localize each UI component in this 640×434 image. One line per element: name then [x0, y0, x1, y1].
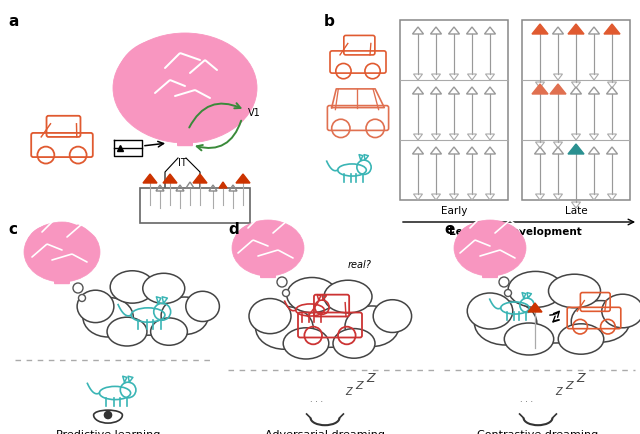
Text: b: b	[324, 14, 335, 29]
Circle shape	[79, 295, 86, 302]
Ellipse shape	[602, 294, 640, 328]
Ellipse shape	[186, 291, 220, 322]
Ellipse shape	[77, 290, 114, 322]
Ellipse shape	[145, 41, 225, 96]
Ellipse shape	[116, 39, 210, 121]
Ellipse shape	[232, 220, 304, 276]
Circle shape	[282, 289, 289, 296]
Ellipse shape	[558, 324, 604, 354]
Ellipse shape	[474, 301, 537, 345]
Ellipse shape	[248, 224, 288, 252]
Text: . . .: . . .	[520, 395, 534, 404]
Ellipse shape	[287, 277, 337, 312]
FancyBboxPatch shape	[260, 270, 276, 278]
Text: Z: Z	[355, 381, 363, 391]
Text: IT: IT	[178, 158, 186, 168]
Circle shape	[277, 277, 287, 287]
Ellipse shape	[41, 227, 83, 256]
Polygon shape	[528, 303, 542, 312]
Ellipse shape	[572, 301, 630, 342]
Circle shape	[104, 411, 111, 419]
Polygon shape	[550, 84, 566, 94]
Ellipse shape	[456, 223, 502, 265]
Text: Z: Z	[577, 372, 586, 385]
Text: a: a	[8, 14, 19, 29]
Text: V1: V1	[248, 108, 260, 118]
Text: Late: Late	[564, 206, 588, 216]
Circle shape	[499, 277, 509, 287]
Ellipse shape	[110, 271, 154, 303]
Ellipse shape	[113, 33, 257, 143]
Polygon shape	[604, 24, 620, 34]
Polygon shape	[163, 174, 177, 183]
Polygon shape	[568, 24, 584, 34]
Text: d: d	[228, 222, 239, 237]
Bar	[400, 20, 508, 200]
Ellipse shape	[479, 225, 522, 265]
Polygon shape	[532, 24, 548, 34]
Ellipse shape	[143, 273, 185, 303]
Text: Z: Z	[565, 381, 573, 391]
Ellipse shape	[107, 317, 147, 346]
Bar	[140, 188, 250, 223]
Ellipse shape	[83, 297, 133, 337]
Text: Predictive learning: Predictive learning	[56, 430, 160, 434]
Bar	[522, 20, 630, 200]
Polygon shape	[568, 144, 584, 154]
Ellipse shape	[454, 220, 526, 276]
Ellipse shape	[162, 43, 248, 122]
Ellipse shape	[513, 287, 597, 343]
Ellipse shape	[345, 306, 399, 346]
Circle shape	[73, 283, 83, 293]
Ellipse shape	[234, 223, 280, 265]
FancyBboxPatch shape	[482, 270, 498, 278]
Polygon shape	[532, 84, 548, 94]
Text: e: e	[444, 222, 454, 237]
Polygon shape	[193, 174, 207, 183]
Text: Z: Z	[556, 387, 563, 397]
Text: Learning development: Learning development	[449, 227, 581, 237]
Text: Z: Z	[367, 372, 375, 385]
Text: . . .: . . .	[310, 395, 324, 404]
Polygon shape	[236, 174, 250, 183]
Text: Z: Z	[346, 387, 352, 397]
Ellipse shape	[114, 285, 182, 335]
Text: c: c	[8, 222, 17, 237]
Text: Adversarial dreaming: Adversarial dreaming	[265, 430, 385, 434]
Ellipse shape	[24, 222, 100, 282]
FancyBboxPatch shape	[177, 132, 193, 146]
Ellipse shape	[257, 225, 300, 265]
Ellipse shape	[548, 274, 600, 308]
Ellipse shape	[150, 318, 188, 345]
Ellipse shape	[508, 271, 563, 307]
Polygon shape	[143, 174, 157, 183]
Ellipse shape	[467, 293, 513, 329]
Text: real?: real?	[348, 260, 372, 270]
Ellipse shape	[333, 329, 375, 358]
Ellipse shape	[255, 306, 313, 349]
Ellipse shape	[324, 280, 372, 313]
Ellipse shape	[161, 297, 209, 335]
Polygon shape	[219, 182, 227, 188]
FancyBboxPatch shape	[54, 276, 70, 284]
Ellipse shape	[291, 293, 369, 347]
Ellipse shape	[283, 328, 329, 359]
Ellipse shape	[470, 224, 510, 252]
Text: Early: Early	[441, 206, 467, 216]
Ellipse shape	[249, 299, 291, 334]
Circle shape	[504, 289, 511, 296]
Ellipse shape	[50, 227, 95, 271]
Ellipse shape	[504, 323, 554, 355]
Ellipse shape	[26, 225, 76, 270]
Ellipse shape	[373, 300, 412, 332]
Text: Contrastive dreaming: Contrastive dreaming	[477, 430, 598, 434]
